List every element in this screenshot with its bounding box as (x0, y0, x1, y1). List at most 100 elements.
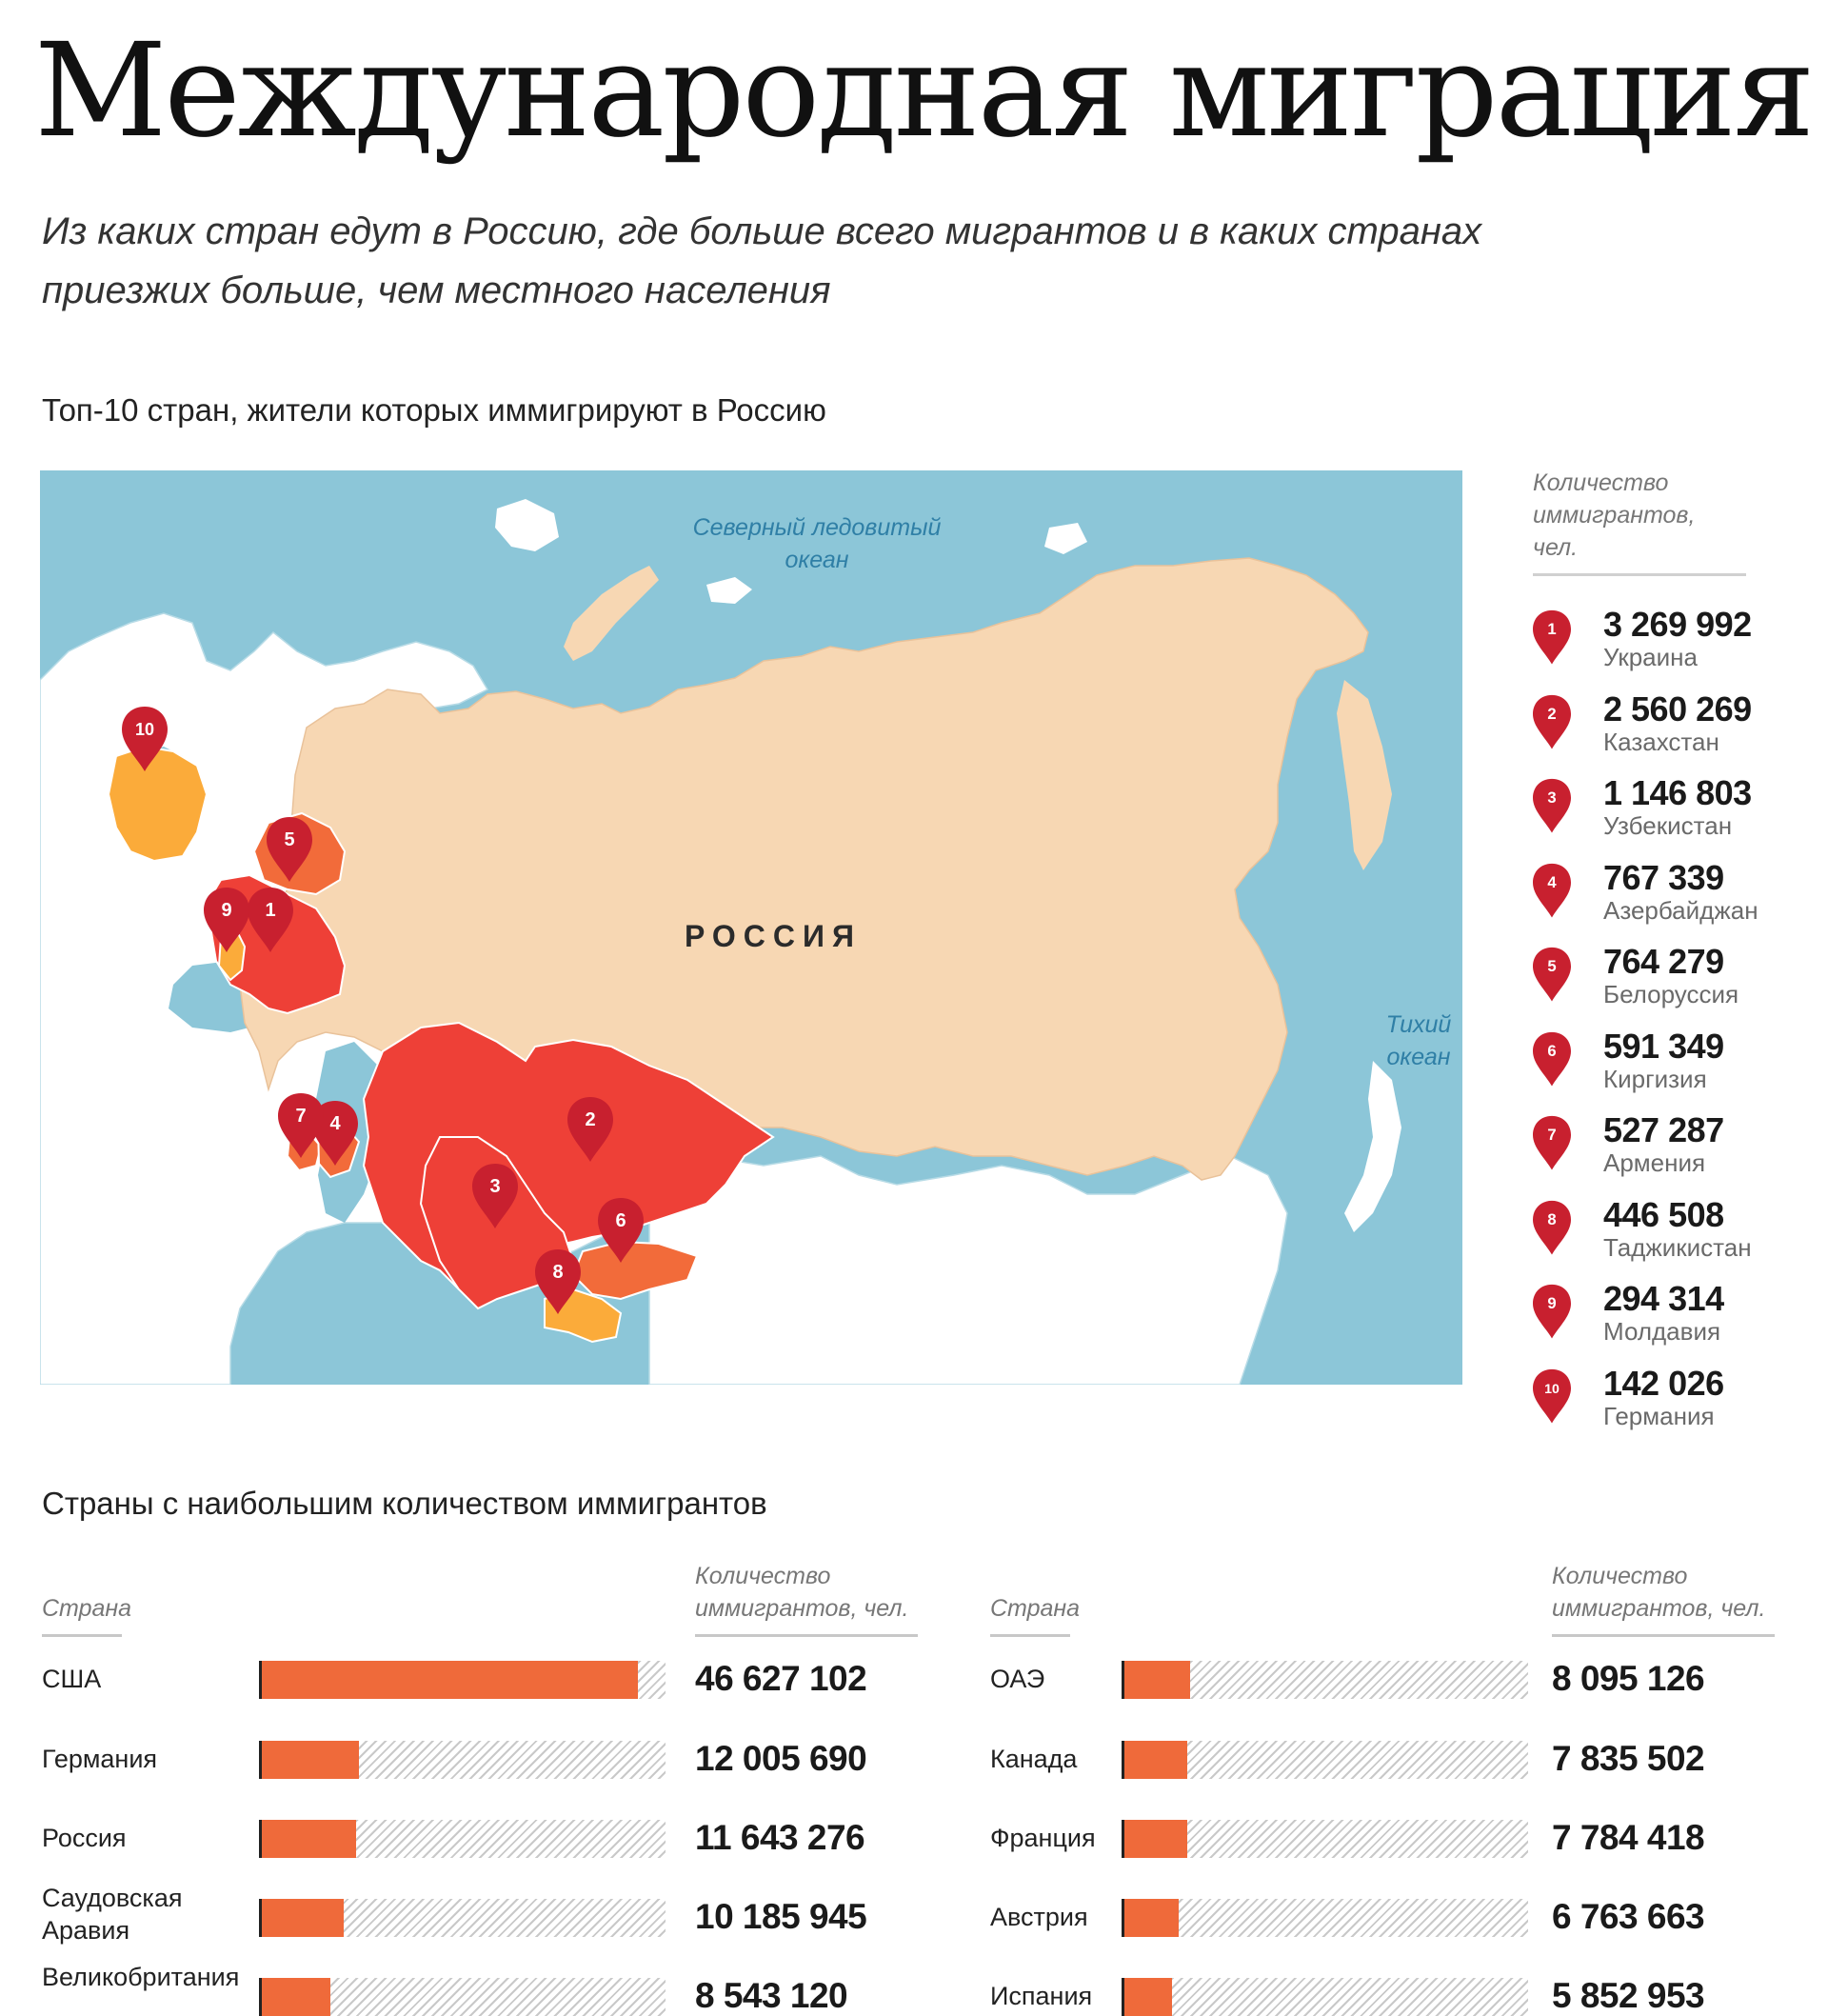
map-pin-icon: 1 (1533, 609, 1571, 665)
bar-track (1122, 1820, 1528, 1858)
bar (1124, 1820, 1187, 1858)
map-pin-8-label: 8 (552, 1262, 563, 1283)
bar-category-label: США (42, 1665, 102, 1693)
asia-south-land (648, 1135, 1288, 1385)
legend-country: Казахстан (1603, 727, 1719, 756)
map-pin-1-label: 1 (265, 900, 275, 921)
map-pin-6-label: 6 (615, 1210, 626, 1231)
map-pin-4[interactable]: 4 (312, 1101, 358, 1166)
map-pin-icon: 3 (1533, 778, 1571, 833)
map-section-title: Топ-10 стран, жители которых иммигрируют… (42, 392, 826, 428)
page-title: Международная миграция (34, 16, 1815, 167)
legend-value: 294 314 (1603, 1279, 1724, 1318)
legend-value: 3 269 992 (1603, 605, 1752, 644)
legend-rank: 7 (1547, 1126, 1556, 1144)
bar (262, 1661, 639, 1699)
bar-track (259, 1899, 666, 1937)
legend-country: Молдавия (1603, 1317, 1721, 1346)
right-col-country-header: Страна (990, 1592, 1080, 1637)
legend-country: Германия (1603, 1401, 1715, 1430)
legend-value: 142 026 (1603, 1363, 1724, 1403)
map-pin-8[interactable]: 8 (535, 1249, 581, 1314)
bar-category-label: Саудовская Аравия (42, 1884, 183, 1945)
novaya-zemlya (564, 566, 659, 661)
bar-category-label: Канада (990, 1745, 1078, 1773)
legend-rank: 5 (1547, 957, 1556, 975)
japan-land (1344, 1061, 1401, 1232)
legend-country: Армения (1603, 1148, 1706, 1177)
map-pin-2[interactable]: 2 (567, 1097, 613, 1162)
bar-category-label: Испания (990, 1982, 1093, 2010)
map-pin-10[interactable]: 10 (122, 707, 168, 771)
map-pin-9[interactable]: 9 (204, 888, 249, 952)
russia-label: РОССИЯ (685, 919, 862, 953)
map-pin-10-label: 10 (135, 720, 154, 739)
legend-item: 10 142 026 Германия (1533, 1354, 1809, 1439)
map-pin-6[interactable]: 6 (598, 1198, 644, 1263)
bar-track (1122, 1899, 1528, 1937)
bar-value-label: 10 185 945 (695, 1897, 867, 1936)
pacific-ocean-label: Тихий (1386, 1011, 1452, 1038)
country-germany (107, 745, 209, 863)
map-pin-icon: 8 (1533, 1200, 1571, 1254)
legend-country: Киргизия (1603, 1064, 1707, 1093)
map-pin-icon: 10 (1533, 1368, 1571, 1423)
bar-charts: Страна Количество иммигрантов, чел. Стра… (0, 1552, 1828, 2016)
legend-value: 591 349 (1603, 1026, 1724, 1066)
map-pin-3[interactable]: 3 (472, 1164, 518, 1228)
legend-rank: 2 (1547, 704, 1556, 722)
left-col-country-header: Страна (42, 1592, 131, 1637)
legend-rank: 8 (1547, 1209, 1556, 1228)
legend-rank: 6 (1547, 1041, 1556, 1059)
legend-list: 1 3 269 992 Украина 2 2 560 269 Казахстан 3 1 1… (1533, 595, 1809, 1438)
bar-value-label: 8 095 126 (1552, 1659, 1705, 1698)
bar-value-label: 8 543 120 (695, 1976, 848, 2015)
legend-item: 7 527 287 Армения (1533, 1101, 1809, 1186)
map-pin-7[interactable]: 7 (278, 1093, 324, 1158)
legend-item: 3 1 146 803 Узбекистан (1533, 764, 1809, 848)
legend-country: Белоруссия (1603, 980, 1739, 1008)
map-pin-icon: 4 (1533, 863, 1571, 917)
bar-track (1122, 1661, 1528, 1699)
arctic-ocean-label-2: океан (785, 547, 849, 573)
legend-value: 1 146 803 (1603, 773, 1752, 812)
bar-category-label: ОАЭ (990, 1665, 1045, 1693)
bar (262, 1741, 359, 1779)
bar (1124, 1899, 1180, 1937)
legend-rank: 4 (1547, 872, 1557, 890)
map-pin-4-label: 4 (329, 1113, 341, 1134)
bar-category-label: Германия (42, 1745, 158, 1773)
legend-value: 446 508 (1603, 1194, 1724, 1234)
bar-track (259, 1741, 666, 1779)
map-pin-3-label: 3 (489, 1176, 500, 1197)
legend-value: 764 279 (1603, 942, 1724, 981)
map-pin-icon: 2 (1533, 694, 1571, 749)
bar (1124, 1978, 1172, 2016)
legend-item: 6 591 349 Киргизия (1533, 1017, 1809, 1102)
map-canvas: Северный ледовитый океан Тихий океан РОС… (40, 470, 1462, 1385)
legend-country: Азербайджан (1603, 895, 1758, 925)
page-subtitle: Из каких стран едут в Россию, где больше… (42, 210, 1482, 311)
bar-track (259, 1661, 666, 1699)
left-col-count-header: Количество иммигрантов, чел. (695, 1560, 918, 1637)
bar-track (259, 1978, 666, 2016)
arctic-ocean-label: Северный ледовитый (693, 514, 942, 541)
bar-track (1122, 1978, 1528, 2016)
map-pin-5[interactable]: 5 (267, 817, 312, 882)
bar (1124, 1661, 1190, 1699)
legend-country: Украина (1603, 643, 1698, 671)
bar-value-label: 5 852 953 (1552, 1976, 1705, 2015)
legend-country: Узбекистан (1603, 811, 1733, 840)
map-pin-icon: 5 (1533, 947, 1571, 1002)
map-pin-1[interactable]: 1 (248, 888, 293, 952)
map-pin-icon: 7 (1533, 1115, 1571, 1170)
kamchatka (1337, 680, 1392, 870)
bar-category-label: Россия (42, 1824, 127, 1852)
bar-value-label: 7 835 502 (1552, 1739, 1705, 1778)
legend-header: Количество иммигрантов, чел. (1533, 467, 1746, 576)
legend-country: Таджикистан (1603, 1232, 1752, 1262)
country-kyrgyzstan (571, 1240, 699, 1301)
bar-track (259, 1820, 666, 1858)
bar-category-label: Великобритания (42, 1963, 240, 1991)
